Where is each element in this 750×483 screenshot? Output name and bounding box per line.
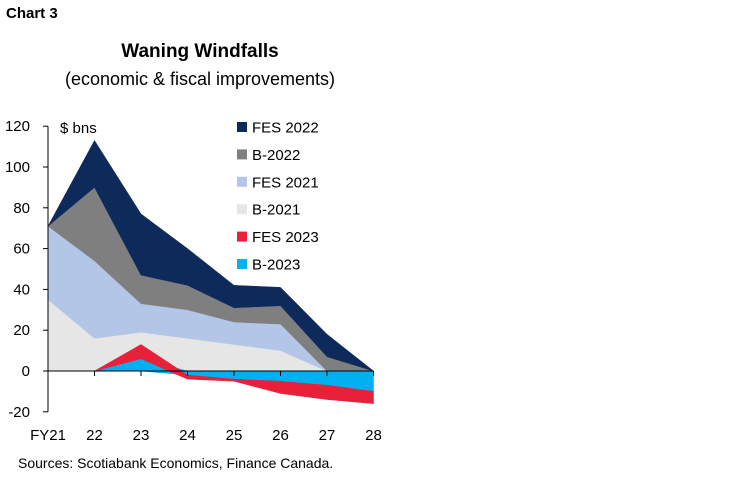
x-tick-label: FY21 [30, 427, 66, 444]
legend-swatch-fes-2021 [237, 176, 247, 187]
y-tick-label: 40 [13, 281, 30, 298]
x-tick-label: 26 [272, 427, 289, 444]
x-tick-label: 24 [179, 427, 196, 444]
legend-label-b-2023: B-2023 [252, 257, 300, 274]
y-tick-label: 120 [5, 118, 30, 135]
chart-label: Chart 3 [6, 5, 58, 22]
chart-subtitle: (economic & fiscal improvements) [64, 69, 336, 89]
legend-label-fes-2022: FES 2022 [252, 120, 319, 137]
x-tick-label: 28 [365, 427, 382, 444]
legend-swatch-b-2023 [237, 259, 247, 269]
y-tick-label: 0 [22, 363, 30, 380]
area-layer [47, 139, 374, 404]
unit-label: $ bns [60, 120, 97, 137]
legend-swatch-fes-2023 [237, 231, 247, 242]
y-tick-label: 100 [5, 159, 30, 176]
x-tick-label: 23 [133, 427, 150, 444]
legend-swatch-b-2021 [237, 204, 247, 215]
legend-label-fes-2021: FES 2021 [252, 174, 319, 191]
axes: -20 0 20 40 60 80 100 120 FY21 22 23 24 25 26 27 28 [5, 118, 382, 444]
chart-title: Waning Windfalls [121, 41, 279, 62]
x-tick-label: 25 [226, 427, 243, 444]
x-tick-label: 27 [319, 427, 336, 444]
area-fes-2023 [94, 344, 374, 404]
y-tick-label: 60 [13, 241, 30, 258]
y-tick-label: 80 [13, 200, 30, 217]
legend-label-b-2022: B-2022 [252, 147, 300, 164]
y-tick-label: -20 [8, 404, 30, 421]
legend-swatch-fes-2022 [237, 122, 247, 132]
legend-label-b-2021: B-2021 [252, 202, 300, 219]
legend-swatch-b-2022 [237, 149, 247, 160]
x-tick-label: 22 [86, 427, 103, 444]
legend-label-fes-2023: FES 2023 [252, 229, 319, 246]
y-tick-label: 20 [13, 322, 30, 339]
legend: FES 2022 B-2022 FES 2021 B-2021 FES 2023 B-20… [237, 120, 319, 274]
source-note: Sources: Scotiabank Economics, Finance C… [18, 455, 334, 471]
